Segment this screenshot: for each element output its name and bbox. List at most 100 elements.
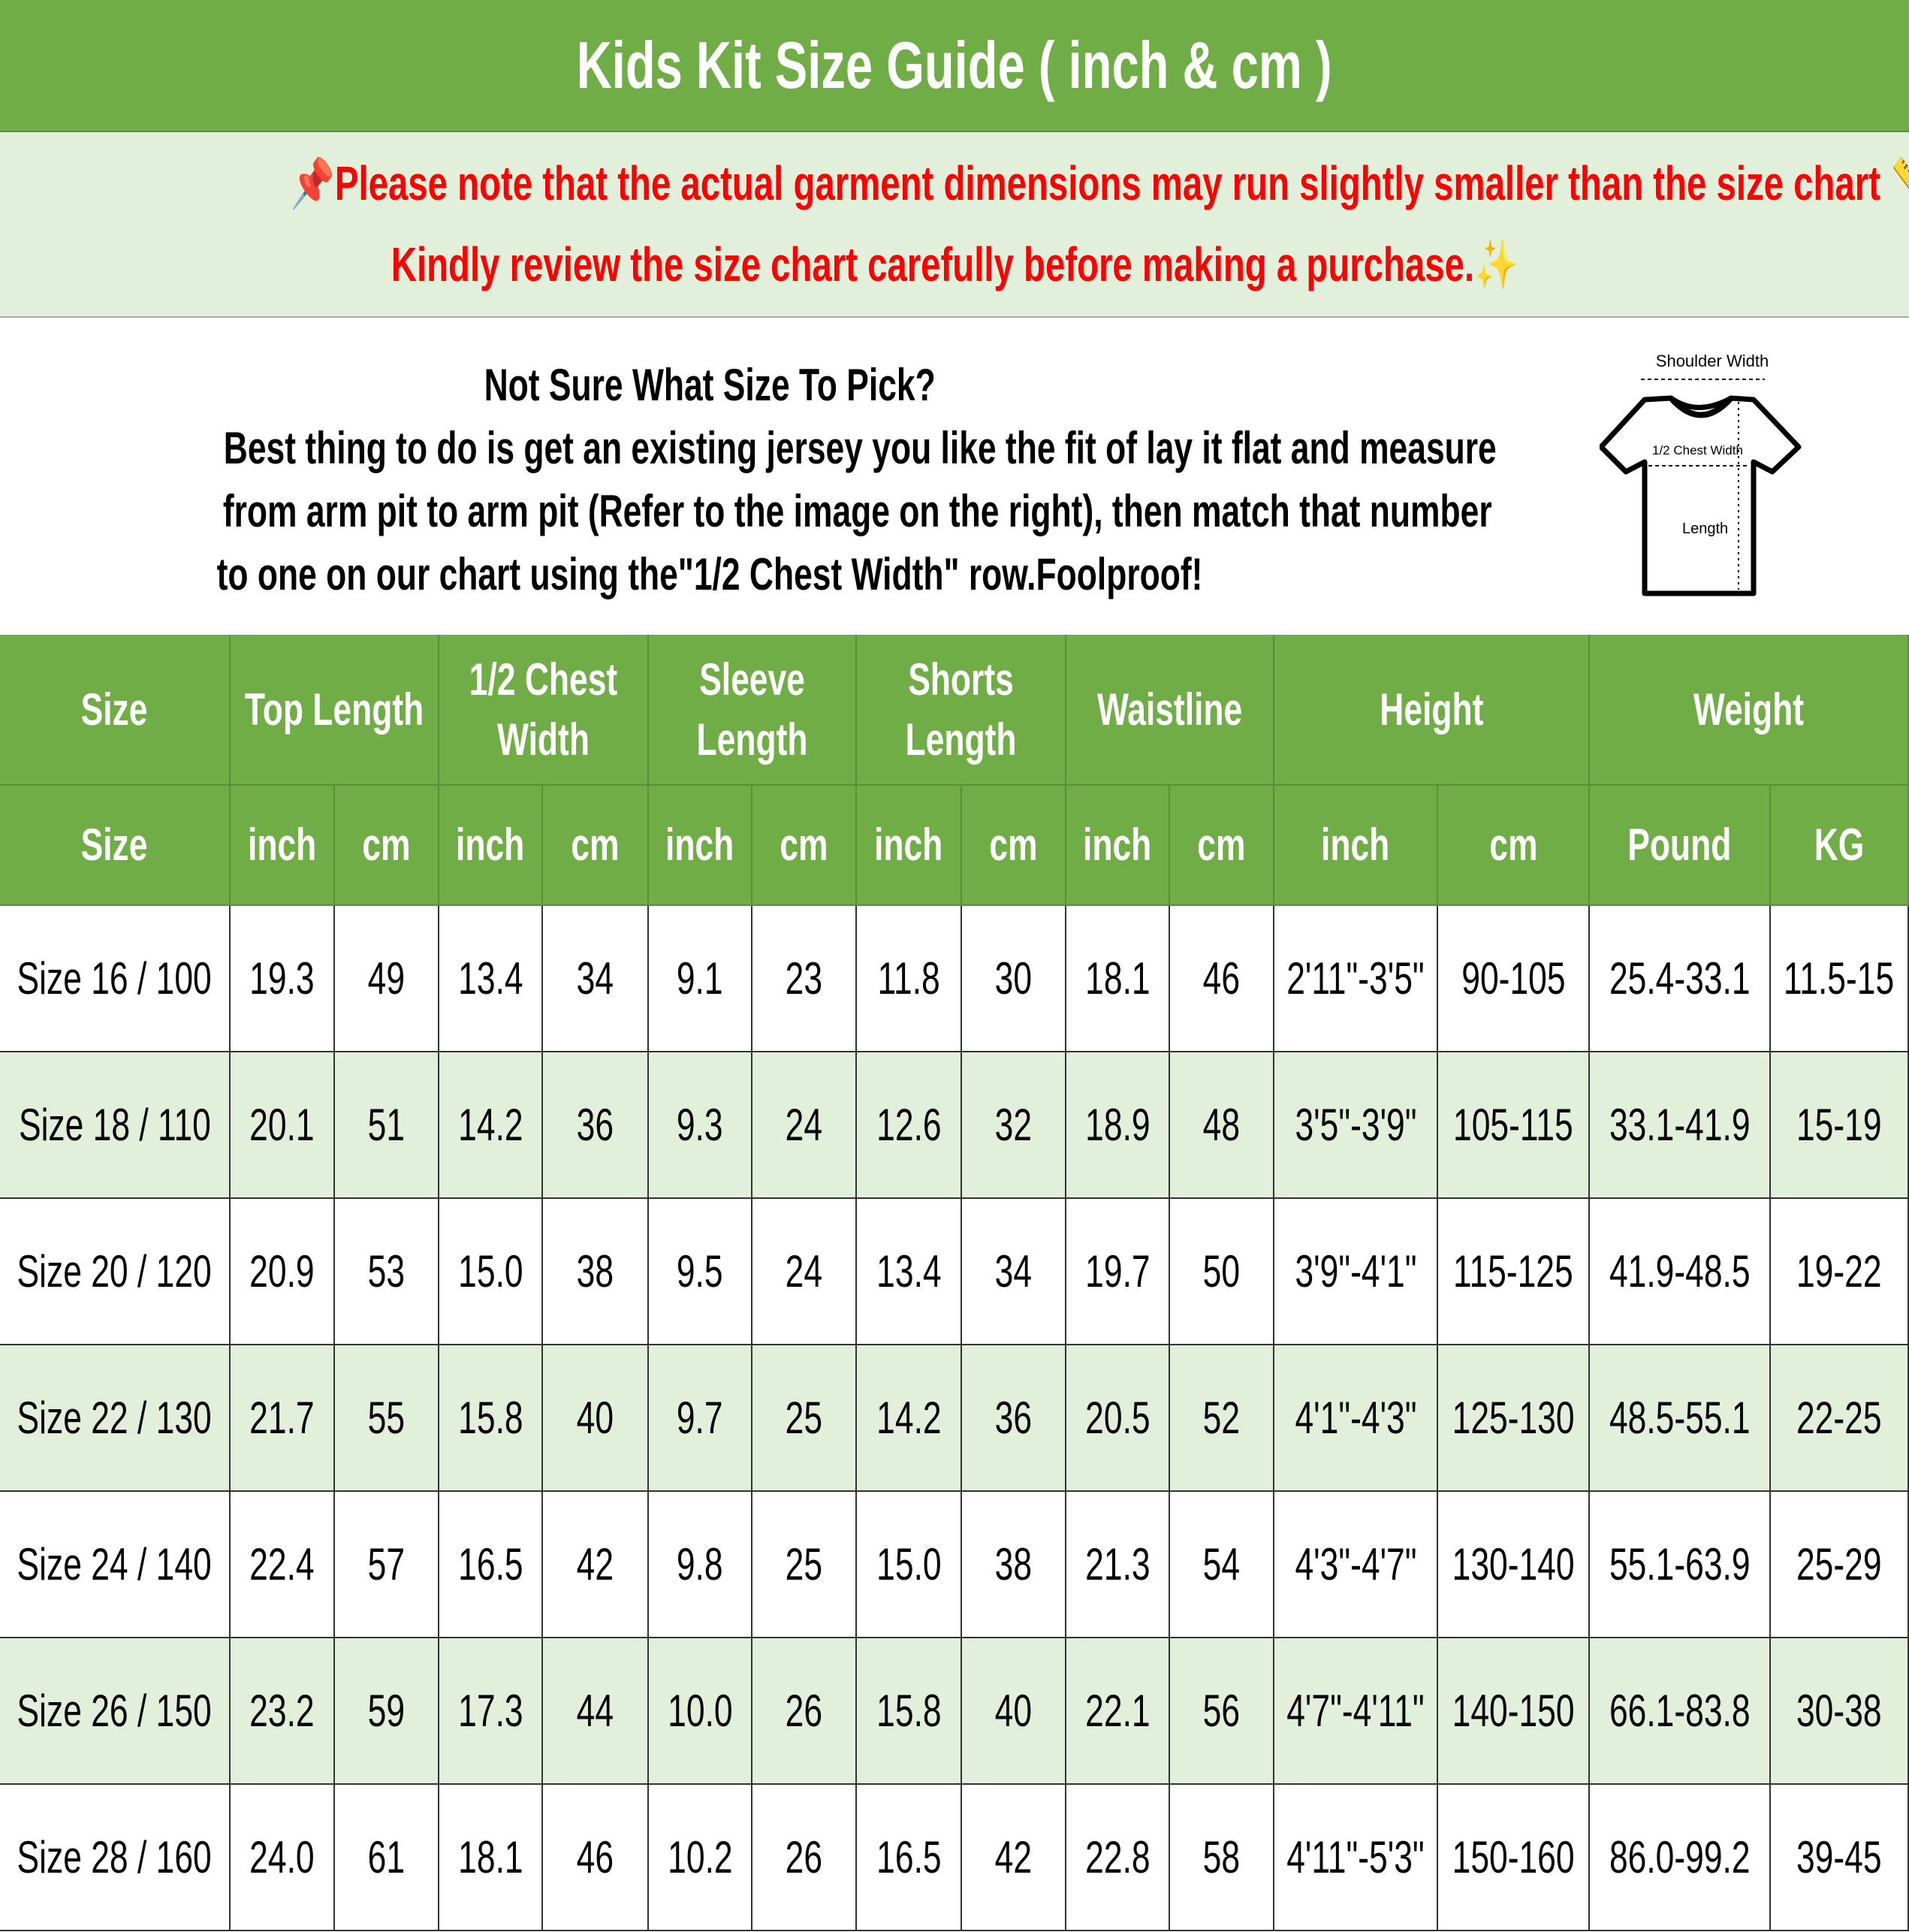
table-cell: 58 — [1170, 1785, 1274, 1931]
table-cell: 14.2 — [857, 1345, 962, 1492]
table-cell-text: 4'11"-5'3" — [1286, 1831, 1425, 1882]
table-cell: 9.5 — [649, 1199, 752, 1345]
table-cell-text: 50 — [1202, 1245, 1241, 1297]
table-cell: 49 — [335, 906, 439, 1052]
table-cell-text: 21.7 — [249, 1392, 315, 1443]
notice-line-2: Kindly review the size chart carefully b… — [391, 237, 1518, 291]
table-cell: 17.3 — [439, 1638, 543, 1785]
table-cell: 20.5 — [1066, 1345, 1170, 1492]
table-cell-text: 22.1 — [1084, 1685, 1151, 1736]
table-cell-text: 19-22 — [1796, 1245, 1882, 1297]
header-unit: inch — [649, 786, 752, 906]
header-unit-text: inch — [1321, 820, 1390, 870]
table-cell-text: 38 — [576, 1245, 614, 1297]
header-unit-text: cm — [1197, 820, 1246, 870]
table-cell-text: 150-160 — [1452, 1831, 1575, 1882]
table-cell-text: 38 — [994, 1538, 1033, 1589]
header-unit: cm — [1438, 786, 1590, 906]
table-cell-text: 19.3 — [249, 952, 315, 1004]
table-cell-text: 9.3 — [677, 1099, 723, 1150]
table-cell: 12.6 — [857, 1052, 962, 1199]
table-cell: 23.2 — [231, 1638, 335, 1785]
header-group-text: Size — [81, 684, 148, 735]
header-unit: inch — [439, 786, 543, 906]
header-unit-text: cm — [362, 820, 411, 870]
table-cell-text: 24 — [785, 1245, 823, 1297]
table-cell: 22.8 — [1066, 1785, 1170, 1931]
table-cell: 11.8 — [857, 906, 962, 1052]
size-table: Size Top Length 1/2 Chest Width Sleeve Leng… — [0, 635, 1909, 1932]
table-cell-text: 86.0-99.2 — [1609, 1831, 1751, 1882]
table-cell: 34 — [962, 1199, 1066, 1345]
table-cell-text: 36 — [994, 1392, 1033, 1443]
header-unit-text: cm — [571, 820, 620, 870]
header-unit-text: KG — [1814, 820, 1865, 870]
table-cell: 32 — [962, 1052, 1066, 1199]
table-cell: 40 — [962, 1638, 1066, 1785]
notice-banner: 📌Please note that the actual garment dim… — [0, 132, 1909, 318]
table-cell-text: 9.1 — [677, 952, 723, 1004]
table-cell-text: 15-19 — [1796, 1099, 1882, 1150]
table-cell-text: 18.9 — [1084, 1099, 1151, 1150]
table-cell-text: 16.5 — [876, 1831, 942, 1882]
header-unit: inch — [857, 786, 962, 906]
table-cell: 10.0 — [649, 1638, 752, 1785]
header-group: Sleeve Length — [649, 635, 857, 786]
table-cell-text: 20.1 — [249, 1099, 315, 1150]
table-cell: 9.8 — [649, 1492, 752, 1638]
table-cell-text: 25 — [785, 1392, 823, 1443]
table-cell: 26 — [752, 1638, 857, 1785]
table-cell: 51 — [335, 1052, 439, 1199]
table-cell-text: 30 — [994, 952, 1033, 1004]
fit-instructions: Not Sure What Size To Pick? Best thing t… — [0, 318, 1497, 635]
table-cell: 4'7"-4'11" — [1274, 1638, 1438, 1785]
table-cell-text: 48.5-55.1 — [1609, 1392, 1751, 1443]
table-cell: 20.9 — [231, 1199, 335, 1345]
table-cell: 130-140 — [1438, 1492, 1590, 1638]
table-cell-text: 18.1 — [457, 1831, 523, 1882]
table-cell-text: 19.7 — [1084, 1245, 1151, 1297]
table-cell-text: 41.9-48.5 — [1609, 1245, 1751, 1297]
table-cell-text: 34 — [994, 1245, 1033, 1297]
page-title: Kids Kit Size Guide ( inch & cm ) — [0, 0, 1909, 132]
table-cell-text: 55.1-63.9 — [1609, 1538, 1751, 1589]
table-cell-text: 46 — [1202, 952, 1241, 1004]
table-cell-text: 53 — [367, 1245, 406, 1297]
table-cell: 15.8 — [857, 1638, 962, 1785]
header-unit: cm — [543, 786, 649, 906]
table-cell-text: 51 — [367, 1099, 406, 1150]
table-cell-text: 58 — [1202, 1831, 1241, 1882]
table-cell: 55.1-63.9 — [1590, 1492, 1771, 1638]
size-label-cell-text: Size 22 / 130 — [17, 1392, 213, 1443]
table-cell-text: 22.8 — [1084, 1831, 1151, 1882]
table-cell: 25.4-33.1 — [1590, 906, 1771, 1052]
header-unit: inch — [1066, 786, 1170, 906]
table-cell: 10.2 — [649, 1785, 752, 1931]
table-cell-text: 40 — [994, 1685, 1033, 1736]
notice-line-1: 📌Please note that the actual garment dim… — [290, 156, 1909, 210]
table-cell-text: 9.5 — [677, 1245, 723, 1297]
table-cell: 25 — [752, 1492, 857, 1638]
table-cell: 2'11"-3'5" — [1274, 906, 1438, 1052]
table-cell: 33.1-41.9 — [1590, 1052, 1771, 1199]
table-cell-text: 21.3 — [1084, 1538, 1151, 1589]
table-cell: 19.3 — [231, 906, 335, 1052]
table-cell: 24 — [752, 1052, 857, 1199]
table-cell: 38 — [962, 1492, 1066, 1638]
table-cell: 38 — [543, 1199, 649, 1345]
table-cell: 4'3"-4'7" — [1274, 1492, 1438, 1638]
table-cell: 13.4 — [439, 906, 543, 1052]
table-cell-text: 15.0 — [457, 1245, 523, 1297]
table-cell-text: 11.5-15 — [1784, 952, 1895, 1004]
table-cell-text: 25.4-33.1 — [1609, 952, 1751, 1004]
table-cell-text: 20.9 — [249, 1245, 315, 1297]
table-cell-text: 115-125 — [1453, 1245, 1573, 1297]
table-cell: 16.5 — [857, 1785, 962, 1931]
table-cell: 15.0 — [857, 1492, 962, 1638]
table-cell-text: 10.0 — [667, 1685, 733, 1736]
size-label-cell: Size 16 / 100 — [0, 906, 231, 1052]
table-cell-text: 56 — [1202, 1685, 1241, 1736]
header-group: Weight — [1590, 635, 1909, 786]
table-cell-text: 46 — [576, 1831, 614, 1882]
size-label-cell: Size 22 / 130 — [0, 1345, 231, 1492]
